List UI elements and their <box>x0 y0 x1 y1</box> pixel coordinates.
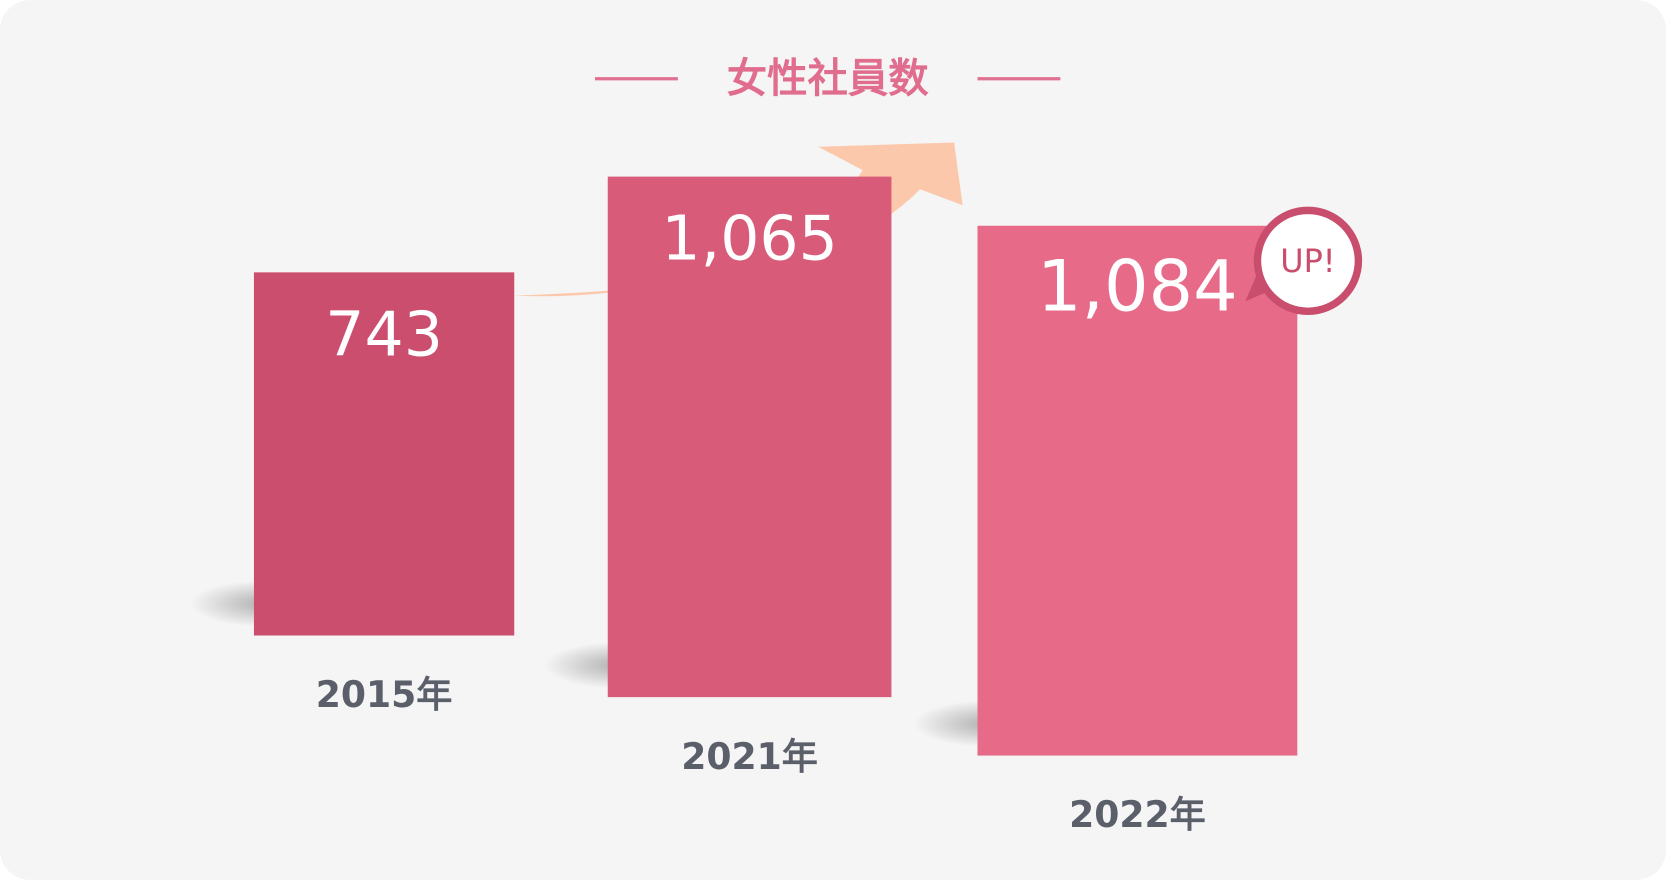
x-tick-label: 2021年 <box>681 735 818 778</box>
value-label: 1,065 <box>661 203 837 275</box>
chart-title: 女性社員数 <box>727 55 929 102</box>
badge-text: UP! <box>1280 242 1335 280</box>
x-tick-label: 2022年 <box>1069 793 1206 836</box>
x-tick-label: 2015年 <box>316 673 453 716</box>
bar <box>977 225 1298 756</box>
bar <box>607 176 892 698</box>
value-label: 1,084 <box>1037 246 1238 328</box>
bar <box>253 272 515 636</box>
up-badge: UP! <box>1245 206 1363 316</box>
value-label: 743 <box>325 298 443 370</box>
